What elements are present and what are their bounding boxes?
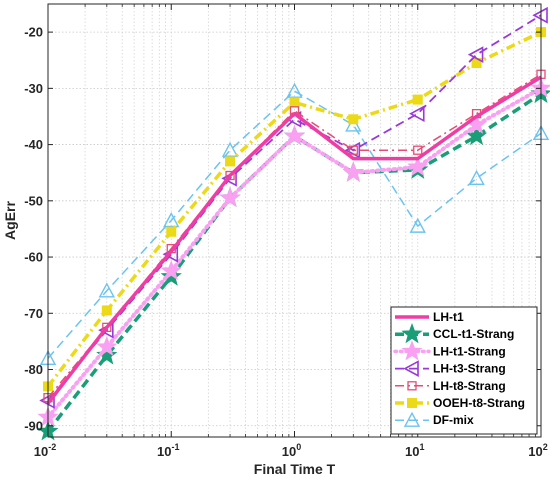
legend-label: LH-t3-Strang xyxy=(433,362,506,376)
data-point xyxy=(286,82,303,98)
data-point xyxy=(348,114,359,125)
data-point xyxy=(345,116,362,132)
legend-entry: LH-t8-Strang xyxy=(395,379,506,393)
data-point xyxy=(101,305,112,316)
y-tick-label: -50 xyxy=(24,193,43,208)
legend-marker xyxy=(407,381,417,391)
legend: LH-t1 CCL-t1-Strang LH-t1-Strang LH-t3-Stra… xyxy=(390,306,538,435)
legend-entry: OOEH-t8-Strang xyxy=(395,396,525,410)
data-point xyxy=(468,169,485,186)
legend-box xyxy=(390,306,538,435)
series-line xyxy=(46,30,542,388)
y-tick-label: -30 xyxy=(24,81,43,96)
legend-label: LH-t1 xyxy=(433,310,464,324)
x-tick-label: 102 xyxy=(528,442,547,459)
data-point xyxy=(465,125,488,146)
series-line xyxy=(47,73,542,399)
data-point xyxy=(96,335,118,357)
y-tick-label: -80 xyxy=(24,362,43,377)
legend-label: DF-mix xyxy=(433,413,474,427)
x-axis-label: Final Time T xyxy=(254,461,336,477)
x-tick-label: 10-2 xyxy=(34,442,56,459)
y-tick-label: -70 xyxy=(24,306,43,321)
legend-marker xyxy=(407,398,417,408)
data-point xyxy=(225,170,235,181)
legend-label: LH-t1-Strang xyxy=(433,344,506,358)
series-df-mix xyxy=(39,82,550,365)
y-tick-label: -40 xyxy=(24,137,43,152)
data-point xyxy=(163,212,180,228)
axis-ticks: -90 -80 -70 -60 -50 -40 -30 -20 10-2 10-1 100 101 10… xyxy=(24,4,548,459)
data-point xyxy=(348,145,358,155)
legend-entry: LH-t1 xyxy=(395,310,464,324)
legend-entry: CCL-t1-Strang xyxy=(395,323,514,344)
data-point xyxy=(225,156,236,167)
x-tick-label: 10-1 xyxy=(157,442,179,459)
legend-entry: LH-t1-Strang xyxy=(393,340,506,361)
data-point xyxy=(102,322,112,332)
legend-label: CCL-t1-Strang xyxy=(433,327,514,341)
series-line xyxy=(47,90,542,359)
data-point xyxy=(98,282,115,298)
legend-label: LH-t8-Strang xyxy=(433,379,506,393)
data-point xyxy=(409,105,425,122)
data-point xyxy=(467,46,484,63)
legend-label: OOEH-t8-Strang xyxy=(433,396,525,410)
y-tick-label: -90 xyxy=(24,418,43,433)
data-point xyxy=(407,155,429,177)
data-point xyxy=(221,141,239,157)
data-point xyxy=(409,217,426,233)
data-point xyxy=(283,125,306,146)
data-point xyxy=(412,94,423,105)
y-tick-label: -60 xyxy=(24,250,43,265)
series-line xyxy=(46,75,542,405)
x-tick-label: 100 xyxy=(282,442,301,459)
data-point xyxy=(96,344,118,365)
legend-marker xyxy=(403,411,421,427)
data-point xyxy=(289,97,300,108)
data-point xyxy=(219,186,241,208)
y-tick-label: -20 xyxy=(24,25,43,40)
x-tick-label: 101 xyxy=(405,442,424,459)
data-point xyxy=(413,145,423,155)
legend-entry: LH-t3-Strang xyxy=(395,360,506,377)
legend-marker xyxy=(401,340,423,361)
legend-marker xyxy=(401,323,423,344)
y-axis-label: AgErr xyxy=(2,201,18,240)
data-point xyxy=(166,226,177,237)
data-point xyxy=(160,259,182,281)
data-point xyxy=(342,161,364,182)
legend-marker xyxy=(403,360,419,377)
legend-entry: DF-mix xyxy=(395,411,474,427)
series-lh-t1 xyxy=(46,75,542,405)
series-layer xyxy=(37,6,550,441)
